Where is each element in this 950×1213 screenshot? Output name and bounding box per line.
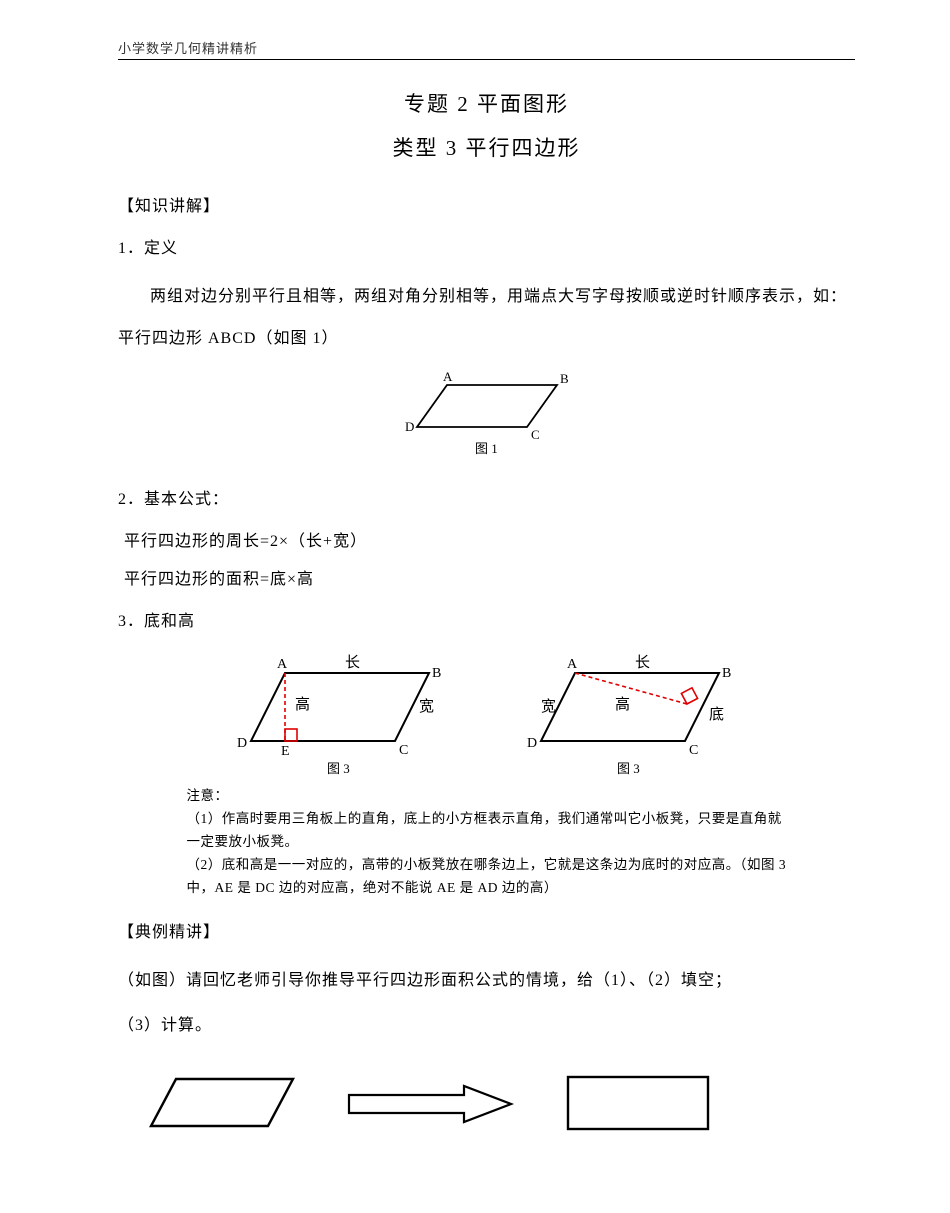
notes-n1: （1）作高时要用三角板上的直角，底上的小方框表示直角，我们通常叫它小板凳，只要是… [187,808,787,854]
example-line1: （如图）请回忆老师引导你推导平行四边形面积公式的情境，给（1）、（2）填空； [118,960,855,1002]
s2-formula2: 平行四边形的面积=底×高 [124,565,855,589]
notes-block: 注意： （1）作高时要用三角板上的直角，底上的小方框表示直角，我们通常叫它小板凳… [187,785,787,900]
fig3b-marker [681,688,697,704]
fig3b-di: 底 [709,706,724,723]
bottom-rectangle [564,1071,714,1136]
bottom-rect-shape [568,1077,708,1129]
bottom-para-shape [151,1079,293,1126]
fig3b-height [575,673,687,704]
notes-head: 注意： [187,785,787,808]
fig3b-gao: 高 [615,696,630,713]
page: 小学数学几何精讲精析 专题 2 平面图形 类型 3 平行四边形 【知识讲解】 1… [0,0,950,1213]
fig3b-marker-g [681,688,697,704]
fig3b-chang: 长 [635,654,650,671]
s1-heading: 1．定义 [118,234,855,258]
fig3a-caption: 图 3 [327,761,350,776]
fig3a-gao: 高 [295,696,310,713]
s1-body: 两组对边分别平行且相等，两组对角分别相等，用端点大写字母按顺或逆时针顺序表示，如… [118,276,855,359]
notes-n2: （2）底和高是一一对应的，高带的小板凳放在哪条边上，它就是这条边为底时的对应高。… [187,854,787,900]
s2-formula1: 平行四边形的周长=2×（长+宽） [124,527,855,551]
fig3a-kuan: 宽 [419,698,434,715]
title-sub: 类型 3 平行四边形 [118,132,855,162]
title-main: 专题 2 平面图形 [118,88,855,118]
s3-heading: 3．底和高 [118,607,855,631]
fig1-parallelogram [417,385,557,427]
fig3b-d: D [527,736,537,751]
fig3a-a: A [277,657,288,672]
fig1-svg: A B C D 图 1 [397,367,577,462]
fig3a-e: E [281,744,290,759]
fig1-caption: 图 1 [475,441,498,456]
arrow-shape [349,1086,511,1122]
example-line2: （3）计算。 [118,1005,855,1047]
fig3a-b: B [432,666,441,681]
fig3b-c: C [689,743,698,758]
fig3b-kuan: 宽 [541,698,556,715]
fig3a-d: D [237,736,247,751]
fig3b-svg: A B C D 长 宽 底 高 图 3 [517,649,747,779]
fig1-label-d: D [405,419,414,434]
knowledge-label: 【知识讲解】 [118,192,855,216]
page-header: 小学数学几何精讲精析 [118,38,855,60]
fig3a-chang: 长 [345,654,360,671]
figure-1: A B C D 图 1 [118,367,855,467]
fig1-label-c: C [531,427,540,442]
s2-heading: 2．基本公式： [118,485,855,509]
bottom-parallelogram [148,1071,298,1136]
fig3b-a: A [567,657,578,672]
fig3b-caption: 图 3 [617,761,640,776]
arrow-icon [346,1083,516,1125]
fig1-label-b: B [560,371,569,386]
fig3a-svg: A B C D E 长 宽 高 图 3 [227,649,457,779]
examples-label: 【典例精讲】 [118,918,855,942]
fig3a-c: C [399,743,408,758]
fig3b-b: B [722,666,731,681]
fig1-label-a: A [443,369,453,384]
fig3a-marker [285,729,297,741]
bottom-row [118,1071,855,1136]
figure-3-row: A B C D E 长 宽 高 图 3 A B C D 长 宽 底 [118,649,855,779]
fig3a-shape [251,673,429,741]
